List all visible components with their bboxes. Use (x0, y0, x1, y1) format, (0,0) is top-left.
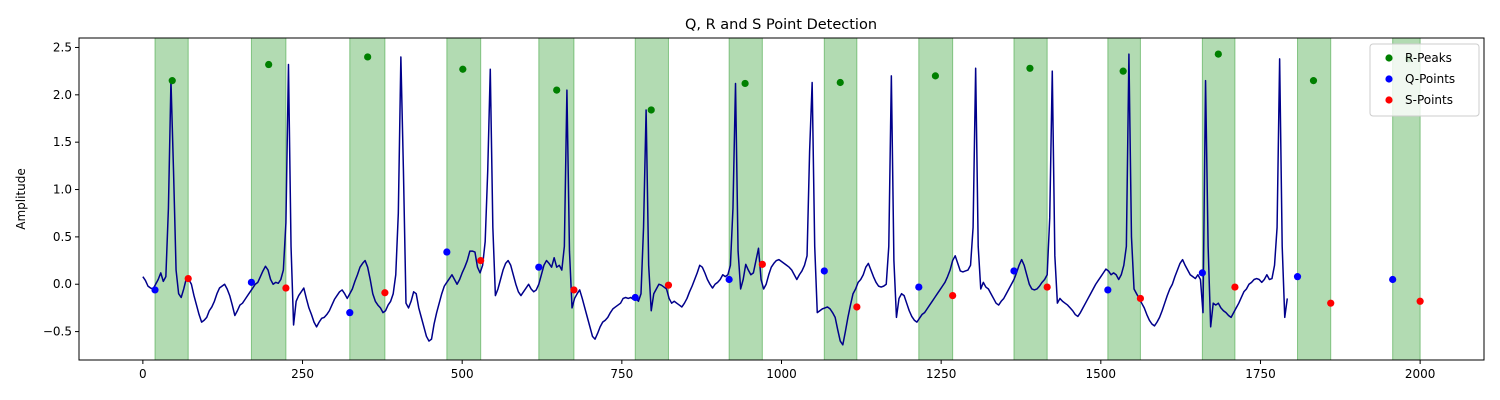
s-points-marker (853, 303, 861, 311)
legend-q-points-label: Q-Points (1405, 72, 1455, 86)
qrs-span (918, 37, 954, 361)
q-points-marker (1293, 273, 1302, 281)
q-points-marker (1104, 286, 1112, 294)
y-tick-label: 2.5 (53, 40, 72, 54)
s-points-marker (477, 256, 485, 265)
q-points-marker (1010, 267, 1018, 275)
r-peaks-marker (364, 53, 372, 61)
qrs-span (446, 37, 482, 361)
r-peaks-marker (265, 60, 273, 69)
q-points-marker (346, 309, 354, 317)
qrs-span (823, 37, 858, 361)
s-points-marker (570, 286, 578, 294)
q-points-marker (1389, 275, 1397, 284)
q-points-marker (1198, 269, 1206, 277)
plot-area (79, 38, 1484, 360)
y-tick-label: 0.0 (53, 277, 72, 291)
y-axis-label: Amplitude (14, 168, 28, 230)
s-points-marker (184, 274, 192, 283)
legend-s-points-marker (1385, 96, 1393, 104)
s-points-marker (758, 260, 766, 268)
legend-r-peaks-marker (1385, 54, 1393, 62)
qrs-span (349, 37, 386, 361)
r-peaks-marker (168, 77, 176, 85)
r-peaks-marker (1119, 67, 1127, 75)
y-tick-label: 2.0 (53, 88, 72, 102)
x-tick-label: 1250 (926, 367, 957, 381)
r-peaks-marker (459, 65, 467, 73)
r-peaks-marker (553, 86, 561, 94)
q-points-marker (820, 267, 828, 275)
legend-q-points-marker (1385, 75, 1393, 83)
x-tick-label: 250 (291, 367, 314, 381)
x-tick-label: 1500 (1086, 367, 1117, 381)
q-points-marker (725, 275, 733, 284)
q-points-marker (151, 286, 159, 294)
y-tick-label: 1.5 (53, 135, 72, 149)
x-tick-label: 0 (139, 367, 147, 381)
qrs-span (1013, 37, 1048, 361)
q-points-marker (247, 278, 256, 286)
x-tick-label: 500 (451, 367, 474, 381)
s-points-marker (1416, 297, 1424, 305)
s-points-marker (949, 292, 957, 300)
qrs-span (634, 37, 669, 361)
x-tick-label: 2000 (1405, 367, 1436, 381)
r-peaks-marker (647, 106, 655, 114)
s-points-marker (282, 284, 290, 292)
q-points-marker (631, 293, 639, 302)
s-points-marker (1231, 283, 1239, 291)
s-points-marker (1327, 299, 1335, 307)
legend: R-Peaks Q-Points S-Points (1369, 43, 1480, 117)
r-peaks-marker (1214, 50, 1222, 58)
r-peaks-marker (836, 78, 844, 87)
s-points-marker (1136, 294, 1145, 303)
r-peaks-marker (741, 79, 749, 88)
x-ticks: 0 250 500 750 1000 1250 1500 1750 2000 (139, 360, 1435, 381)
legend-s-points-label: S-Points (1405, 93, 1453, 107)
q-points-marker (535, 263, 543, 271)
qrs-span (1297, 37, 1332, 361)
ecg-signal-line (142, 53, 1289, 346)
s-points-marker (381, 289, 389, 297)
s-points-marker (664, 281, 673, 289)
s-points-marker (1043, 283, 1051, 291)
x-tick-label: 1000 (766, 367, 797, 381)
plot-background-layer (79, 38, 1484, 360)
y-tick-label: −0.5 (43, 325, 72, 339)
signal-line-group (142, 53, 1289, 346)
r-peaks-marker (1026, 64, 1034, 72)
qrs-span (1107, 37, 1141, 361)
legend-r-peaks-label: R-Peaks (1405, 51, 1452, 65)
y-ticks: −0.5 0.0 0.5 1.0 1.5 2.0 2.5 (43, 40, 79, 339)
r-peaks-marker (931, 72, 940, 80)
qrs-span (250, 37, 287, 361)
markers (151, 50, 1424, 317)
q-points-marker (915, 283, 923, 291)
x-tick-label: 750 (610, 367, 633, 381)
legend-box (1369, 43, 1480, 117)
q-points-marker (443, 248, 451, 256)
r-peaks-marker (1309, 77, 1318, 85)
y-tick-label: 0.5 (53, 230, 72, 244)
y-tick-label: 1.0 (53, 183, 72, 197)
x-tick-label: 1750 (1245, 367, 1276, 381)
chart-title: Q, R and S Point Detection (685, 17, 877, 33)
